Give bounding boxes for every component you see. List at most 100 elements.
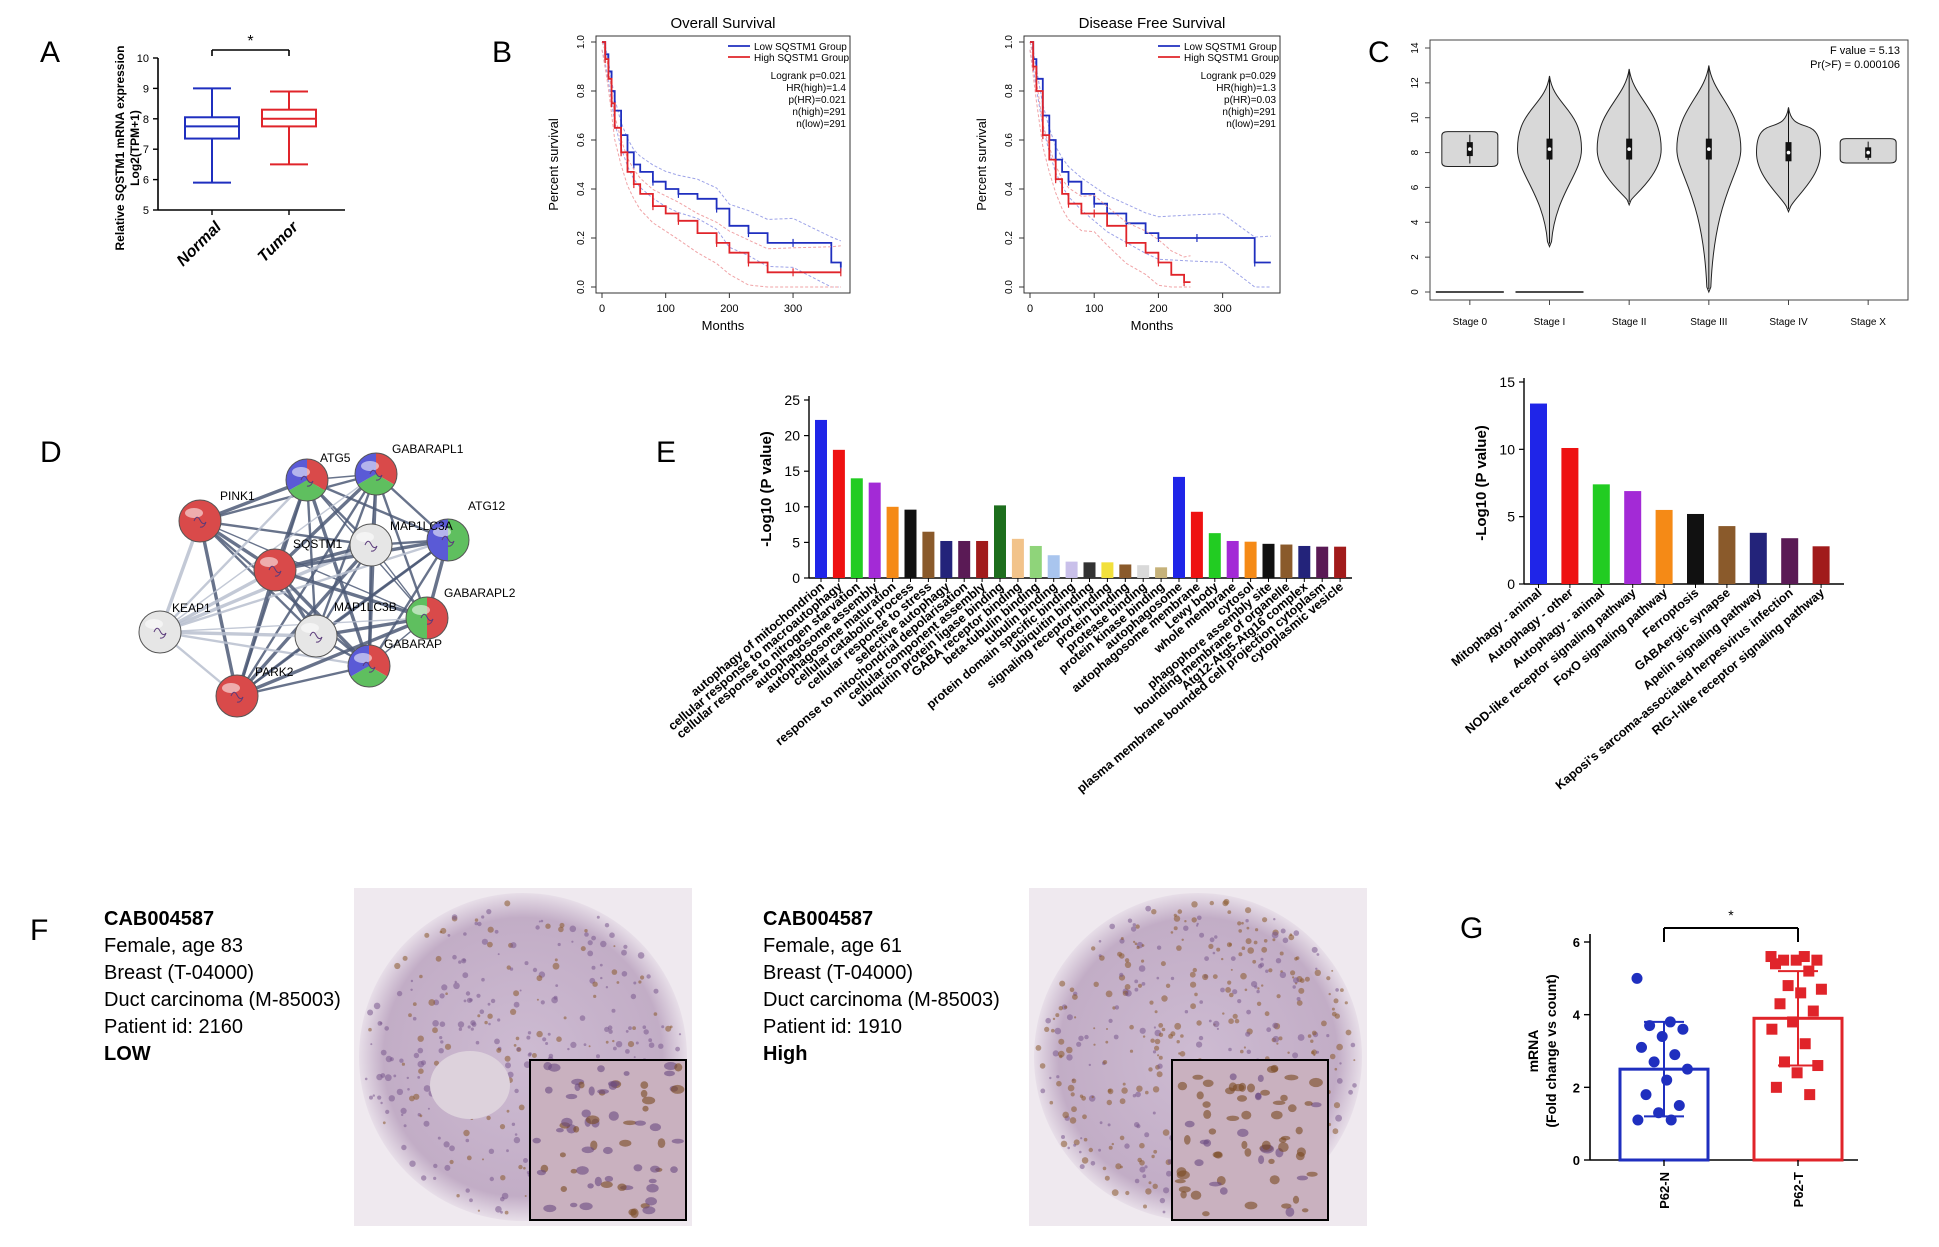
network-edge xyxy=(159,538,449,634)
stain-speck xyxy=(423,1085,431,1092)
stain-speck xyxy=(1061,1135,1065,1139)
stain-speck xyxy=(1079,1150,1082,1154)
stain-speck xyxy=(469,998,473,1002)
stain-speck xyxy=(625,1030,629,1033)
stain-speck xyxy=(1331,1007,1335,1011)
stain-speck xyxy=(1238,952,1243,957)
stain-speck xyxy=(1069,1117,1077,1124)
stain-speck xyxy=(1056,1080,1062,1087)
stain-speck xyxy=(1199,932,1205,938)
network-node-outline xyxy=(426,518,470,562)
stain-speck xyxy=(432,1020,439,1027)
stain-speck xyxy=(1271,931,1279,939)
network-node-pink1 xyxy=(178,499,222,543)
stain-speck xyxy=(1162,1129,1170,1136)
network-node-outline xyxy=(285,458,329,502)
stain-speck xyxy=(419,974,423,979)
stain-speck xyxy=(1196,924,1199,927)
stain-speck xyxy=(466,1155,472,1161)
inset-cell xyxy=(1260,1089,1270,1096)
stain-speck xyxy=(445,992,448,995)
stain-speck xyxy=(1071,1078,1077,1084)
stain-speck xyxy=(1153,1026,1156,1029)
y-tick-label: 2 xyxy=(1573,1080,1580,1095)
bar-18 xyxy=(1137,565,1150,578)
stain-speck xyxy=(1212,951,1216,955)
case-1-line-5: LOW xyxy=(104,1043,151,1065)
stain-speck xyxy=(611,969,618,975)
stain-speck xyxy=(1265,969,1269,973)
stain-speck xyxy=(1066,1014,1073,1021)
stain-speck xyxy=(486,1115,491,1121)
stain-speck xyxy=(1150,1038,1155,1043)
stain-speck xyxy=(580,946,586,952)
stain-speck xyxy=(1142,1174,1147,1179)
stain-speck xyxy=(1209,900,1215,906)
stain-speck xyxy=(526,1035,531,1040)
structure-glyph xyxy=(153,627,167,639)
stain-speck xyxy=(1329,1053,1336,1060)
inset-cell xyxy=(532,1137,541,1144)
data-point xyxy=(1799,1038,1811,1050)
stat-text: n(high)=291 xyxy=(1222,107,1276,118)
stain-speck xyxy=(514,1133,518,1136)
stain-speck xyxy=(545,1042,549,1045)
stain-speck xyxy=(630,993,637,1000)
stain-speck xyxy=(424,932,430,938)
stain-speck xyxy=(477,921,482,927)
stain-speck xyxy=(635,1041,639,1045)
stain-speck xyxy=(1316,953,1320,956)
bar-0 xyxy=(815,419,827,578)
x-tick-label: 300 xyxy=(784,303,802,315)
stain-speck xyxy=(1144,1132,1150,1138)
y-tick-label: 8 xyxy=(143,114,149,126)
x-tick-label: Stage III xyxy=(1690,317,1727,328)
stain-speck xyxy=(611,1008,616,1013)
network-edge xyxy=(274,568,428,620)
stain-speck xyxy=(1105,1040,1109,1044)
inset-cell xyxy=(559,1152,566,1158)
bar-0 xyxy=(1530,403,1547,584)
data-point xyxy=(1631,972,1643,984)
stain-speck xyxy=(513,1044,517,1047)
stain-speck xyxy=(384,1074,392,1082)
inset-cell xyxy=(608,1111,619,1121)
y-tick-label: 10 xyxy=(1410,112,1421,124)
stain-speck xyxy=(558,926,564,933)
stain-speck xyxy=(465,1138,470,1143)
network-node-keap1 xyxy=(138,610,182,654)
stain-speck xyxy=(1194,992,1198,997)
data-point xyxy=(1677,1023,1689,1035)
stain-speck xyxy=(380,1073,386,1078)
stain-speck xyxy=(396,1088,404,1096)
stain-speck xyxy=(579,1015,586,1021)
stain-speck xyxy=(1120,937,1124,940)
bar-3 xyxy=(868,482,881,578)
inset-cell xyxy=(1219,1187,1228,1195)
panel-letter-g: G xyxy=(1460,912,1483,945)
stain-speck xyxy=(1163,1187,1170,1194)
stain-speck xyxy=(1251,981,1258,988)
stain-speck xyxy=(1098,1148,1101,1152)
stain-speck xyxy=(1227,910,1232,914)
data-point xyxy=(1803,965,1815,977)
stain-speck xyxy=(1059,1054,1063,1059)
case-2-line-5: High xyxy=(763,1043,807,1065)
y-tick-label: 1.0 xyxy=(1004,35,1015,49)
structure-glyph xyxy=(420,613,434,625)
network-node-sqstm1 xyxy=(253,548,297,592)
x-tick-label: Normal xyxy=(174,218,225,269)
panel-letter-e: E xyxy=(656,436,676,469)
stain-speck xyxy=(1049,1076,1052,1080)
stain-speck xyxy=(1058,1006,1064,1011)
panel-letter-a: A xyxy=(40,36,60,69)
stat-text: n(low)=291 xyxy=(1226,119,1276,130)
stain-speck xyxy=(1344,1001,1348,1005)
stain-speck xyxy=(1176,945,1182,951)
network-edge xyxy=(159,630,317,638)
stain-speck xyxy=(588,1045,591,1048)
stain-speck xyxy=(1256,989,1260,994)
inset-cell xyxy=(619,1139,632,1147)
inset-cell xyxy=(1194,1159,1204,1167)
stain-speck xyxy=(438,1048,444,1054)
